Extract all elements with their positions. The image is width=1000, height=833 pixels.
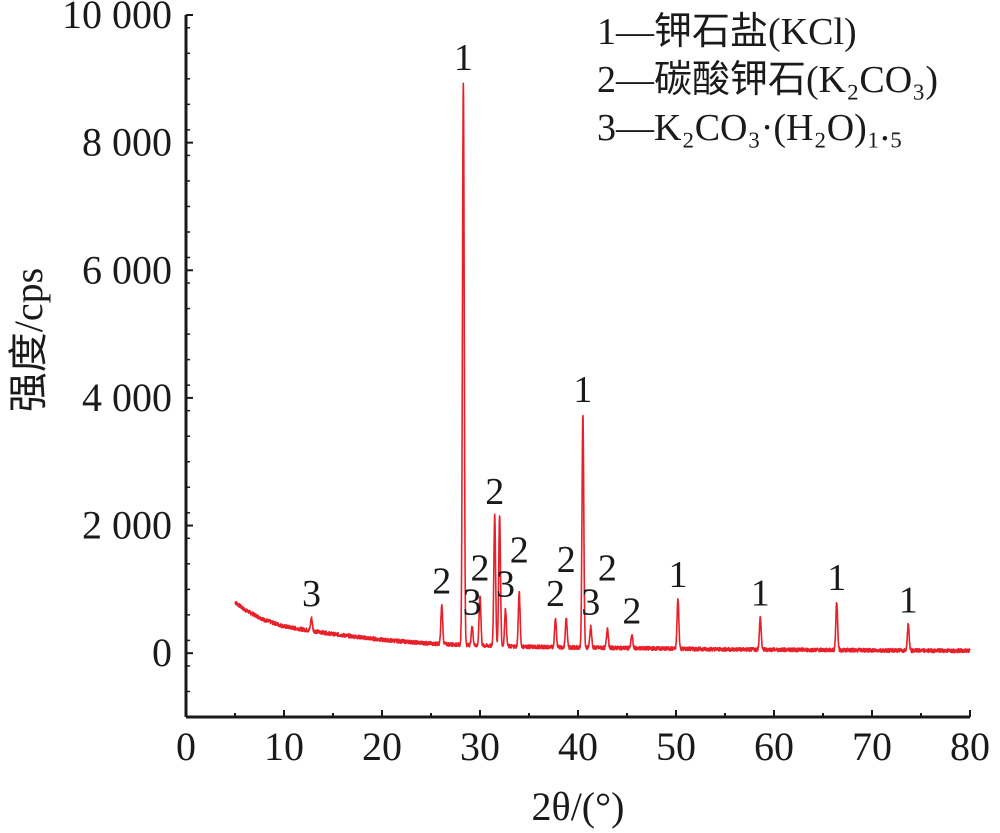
- x-tick-label: 40: [558, 724, 598, 769]
- y-tick-label: 0: [152, 630, 172, 675]
- x-axis-title: 2θ/(°): [532, 784, 625, 829]
- xrd-series-line: [234, 82, 971, 654]
- peak-label: 2: [622, 590, 641, 632]
- legend: 1—钾石盐(KCl) 2—碳酸钾石(K₂CO₃) 3—K₂CO₃·(H₂O)₁.₅: [597, 11, 938, 149]
- y-tick-label: 8 000: [82, 120, 172, 165]
- peak-label: 3: [581, 581, 600, 623]
- peak-label: 2: [471, 547, 490, 589]
- legend-entry-1: 1—钾石盐(KCl): [597, 11, 857, 53]
- peak-label: 1: [899, 579, 918, 621]
- peak-label: 2: [510, 530, 529, 572]
- peak-label: 2: [432, 560, 451, 602]
- y-tick-label: 4 000: [82, 375, 172, 420]
- x-tick-label: 20: [362, 724, 402, 769]
- peak-label: 2: [557, 539, 576, 581]
- legend-entry-2: 2—碳酸钾石(K₂CO₃): [597, 59, 938, 101]
- plot-area: [234, 82, 971, 654]
- x-tick-label: 60: [754, 724, 794, 769]
- legend-entry-3: 3—K₂CO₃·(H₂O)₁.₅: [597, 107, 903, 149]
- peak-label: 2: [546, 573, 565, 615]
- x-tick-label: 50: [656, 724, 696, 769]
- peak-label: 3: [496, 564, 515, 606]
- axes: 0 10 20 30 40 50 60 70 80 0 2 000 4 000 6 000 8 000 10…: [62, 0, 990, 769]
- peak-label: 2: [598, 547, 617, 589]
- peak-label: 1: [668, 554, 687, 596]
- x-tick-label: 70: [852, 724, 892, 769]
- peak-label: 3: [463, 581, 482, 623]
- peak-label: 3: [302, 573, 321, 615]
- peak-label: 1: [751, 572, 770, 614]
- y-tick-label: 6 000: [82, 247, 172, 292]
- x-tick-label: 10: [264, 724, 304, 769]
- peak-label: 2: [485, 471, 504, 513]
- x-tick-label: 80: [950, 724, 990, 769]
- peak-label: 1: [573, 369, 592, 411]
- peak-label: 1: [827, 557, 846, 599]
- y-tick-label: 2 000: [82, 503, 172, 548]
- y-axis-title: 强度/cps: [6, 268, 51, 412]
- peak-label: 1: [454, 37, 473, 79]
- x-tick-label: 0: [176, 724, 196, 769]
- y-tick-label: 10 000: [62, 0, 172, 37]
- x-tick-label: 30: [460, 724, 500, 769]
